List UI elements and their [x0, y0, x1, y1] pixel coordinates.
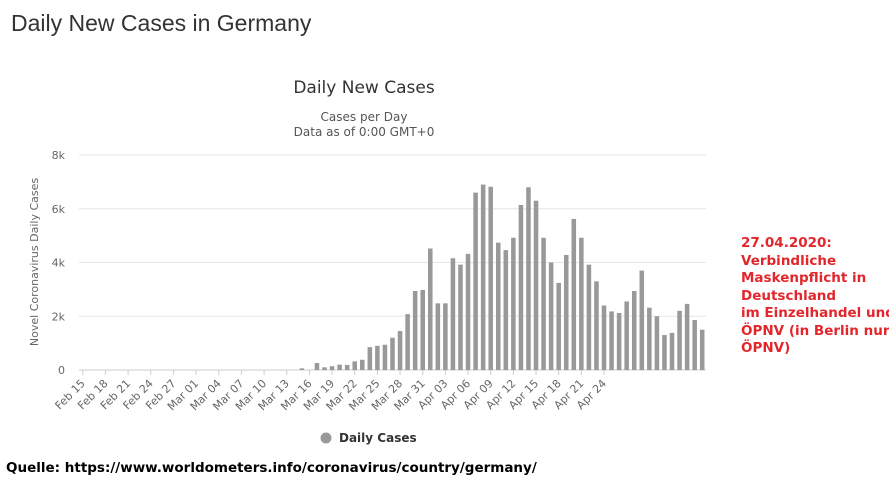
source-citation: Quelle: https://www.worldometers.info/co… [6, 460, 537, 476]
bar[interactable] [518, 204, 524, 370]
bar[interactable] [616, 313, 622, 370]
bar[interactable] [488, 186, 493, 370]
bar[interactable] [571, 218, 577, 370]
bar[interactable] [526, 187, 531, 370]
bar[interactable] [443, 303, 448, 370]
bar[interactable] [684, 303, 690, 370]
y-axis-ticks: 0 2k 4k 6k 8k [52, 149, 66, 377]
bar[interactable] [609, 311, 614, 370]
annotation-line: im Einzelhandel und [741, 305, 889, 321]
bar[interactable] [382, 344, 388, 370]
y-tick-label: 2k [52, 310, 66, 323]
annotation-line: Maskenpflicht in [741, 270, 867, 286]
bar[interactable] [654, 316, 660, 370]
bar[interactable] [344, 364, 350, 370]
bar[interactable] [503, 250, 509, 370]
bar[interactable] [669, 332, 675, 370]
bar[interactable] [405, 314, 410, 370]
bar[interactable] [541, 237, 546, 370]
chart-subtitle-line-1: Cases per Day [321, 110, 408, 124]
bar[interactable] [352, 361, 357, 370]
bar[interactable] [556, 282, 561, 370]
bar[interactable] [495, 242, 501, 370]
y-tick-label: 6k [52, 203, 66, 216]
bar[interactable] [647, 307, 652, 370]
legend-label-daily-cases[interactable]: Daily Cases [339, 431, 417, 445]
bar[interactable] [465, 253, 471, 370]
bar[interactable] [435, 303, 441, 370]
bar[interactable] [662, 335, 667, 370]
legend-marker-daily-cases[interactable] [320, 432, 332, 444]
bar[interactable] [337, 364, 342, 370]
bar[interactable] [639, 270, 645, 370]
chart-subtitle-line-2: Data as of 0:00 GMT+0 [294, 125, 435, 139]
bar[interactable] [360, 359, 365, 370]
bar[interactable] [458, 264, 463, 370]
chart-title: Daily New Cases [293, 78, 435, 98]
bar[interactable] [594, 281, 599, 370]
y-tick-label: 4k [52, 257, 66, 270]
y-axis-label: Novel Coronavirus Daily Cases [28, 178, 41, 346]
annotation-line: ÖPNV (in Berlin nur [741, 322, 889, 339]
bar[interactable] [692, 320, 697, 370]
mask-mandate-annotation: 27.04.2020: Verbindliche Maskenpflicht i… [741, 235, 889, 358]
bar[interactable] [548, 262, 554, 371]
bar[interactable] [480, 184, 486, 370]
bar[interactable] [329, 366, 335, 370]
bar[interactable] [322, 367, 327, 370]
bar-series [299, 184, 705, 371]
bar[interactable] [631, 290, 637, 370]
bar[interactable] [677, 310, 682, 370]
bar[interactable] [420, 289, 425, 370]
bar[interactable] [375, 345, 380, 370]
annotation-line: Verbindliche [741, 252, 837, 269]
y-tick-label: 0 [58, 364, 65, 377]
bar[interactable] [586, 264, 592, 370]
legend[interactable]: Daily Cases [320, 431, 417, 445]
bar[interactable] [367, 347, 373, 370]
annotation-line: ÖPNV) [741, 340, 791, 356]
bar[interactable] [624, 301, 629, 370]
bar[interactable] [412, 290, 418, 370]
bar[interactable] [390, 337, 395, 370]
annotation-line: 27.04.2020: [741, 235, 832, 251]
bar[interactable] [397, 331, 403, 370]
page-title: Daily New Cases in Germany [11, 10, 312, 36]
bar[interactable] [511, 237, 516, 370]
bar[interactable] [314, 363, 320, 370]
bar[interactable] [563, 254, 569, 370]
bar[interactable] [450, 258, 456, 370]
bar[interactable] [428, 248, 433, 370]
bar[interactable] [533, 200, 539, 370]
bar[interactable] [299, 368, 305, 370]
bar[interactable] [601, 305, 607, 371]
bar[interactable] [473, 192, 478, 370]
bar[interactable] [579, 237, 584, 370]
bar[interactable] [699, 329, 705, 370]
annotation-line: Deutschland [741, 287, 837, 304]
y-tick-label: 8k [52, 149, 66, 162]
